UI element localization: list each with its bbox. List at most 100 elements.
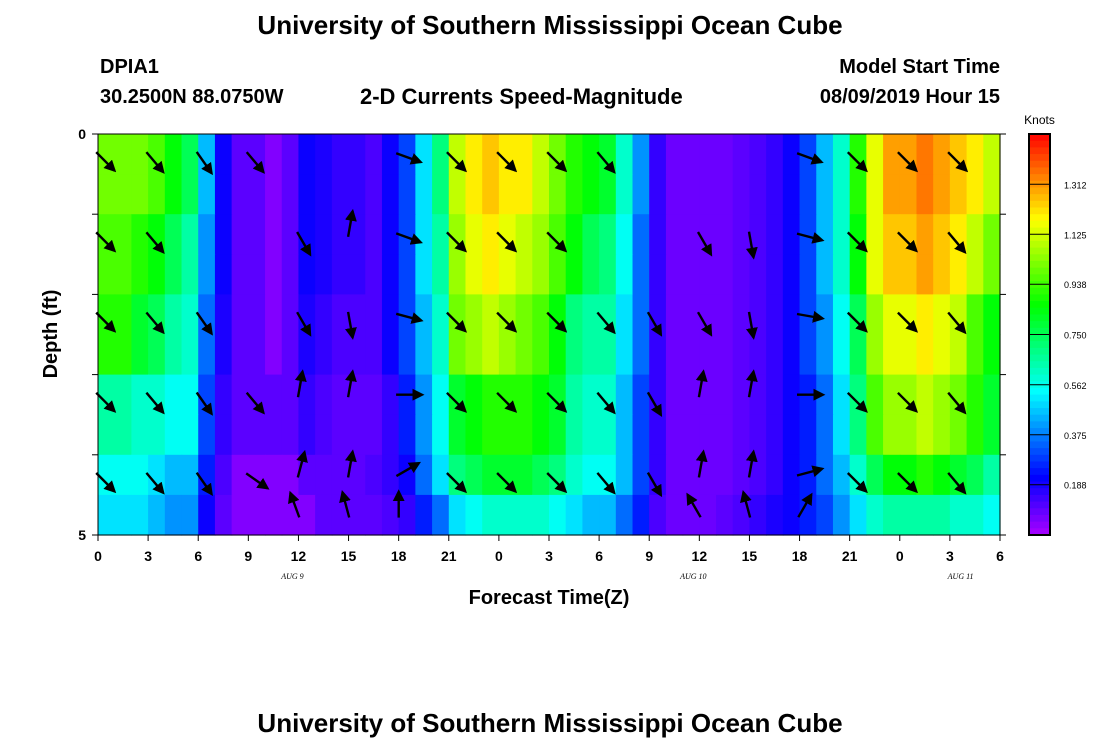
heatmap-cell xyxy=(933,134,951,175)
heatmap-cell xyxy=(231,174,249,215)
heatmap-cell xyxy=(866,134,884,175)
heatmap-cell xyxy=(415,414,433,456)
colorbar-segment xyxy=(1029,194,1050,202)
current-arrow xyxy=(245,472,270,490)
colorbar-segment xyxy=(1029,247,1050,255)
heatmap-cell xyxy=(198,374,216,416)
heatmap-cell xyxy=(983,454,1001,496)
heatmap-cell xyxy=(348,374,366,416)
heatmap-cell xyxy=(699,134,717,175)
colorbar-segment xyxy=(1029,140,1050,148)
heatmap-cell xyxy=(883,414,901,456)
colorbar-segment xyxy=(1029,207,1050,215)
heatmap-cell xyxy=(749,334,767,376)
heatmap-cell xyxy=(682,454,700,496)
heatmap-cell xyxy=(799,454,817,496)
current-arrow xyxy=(546,472,568,494)
heatmap-cell xyxy=(582,414,600,456)
current-arrow xyxy=(596,151,616,174)
heatmap-cell xyxy=(365,334,383,376)
heatmap-cell xyxy=(432,454,450,496)
heatmap-cell xyxy=(732,334,751,376)
heatmap-cell xyxy=(331,214,350,255)
heatmap-cell xyxy=(164,254,183,295)
colorbar-tick-label: 1.125 xyxy=(1064,230,1087,240)
model-start-value: 08/09/2019 Hour 15 xyxy=(819,86,1000,108)
heatmap-cell xyxy=(465,134,483,175)
current-arrow xyxy=(846,472,868,494)
heatmap-cell xyxy=(632,174,650,215)
current-arrow xyxy=(496,472,518,494)
heatmap-cell xyxy=(298,494,316,536)
heatmap-cell xyxy=(632,214,650,255)
heatmap-cell xyxy=(298,134,316,175)
heatmap-cell xyxy=(832,254,851,295)
heatmap-cell xyxy=(98,334,116,376)
current-arrow xyxy=(897,472,918,494)
current-arrow xyxy=(947,231,967,255)
heatmap-cell xyxy=(615,294,634,336)
heatmap-cell xyxy=(365,414,383,456)
heatmap-cell xyxy=(114,414,132,456)
heatmap-cell xyxy=(916,334,934,376)
heatmap-cell xyxy=(281,334,300,376)
x-tick-label: 3 xyxy=(545,548,553,564)
heatmap-cell xyxy=(632,254,650,295)
chart-subtitle: 2-D Currents Speed-Magnitude xyxy=(360,84,683,109)
current-arrow xyxy=(145,472,165,495)
heatmap-cell xyxy=(983,254,1001,295)
heatmap-cell xyxy=(565,454,583,496)
current-arrow xyxy=(596,391,616,415)
heatmap-cell xyxy=(465,494,483,536)
heatmap-cell xyxy=(615,414,634,456)
heatmap-cell xyxy=(315,454,333,496)
heatmap-cell xyxy=(365,174,383,215)
colorbar-segment xyxy=(1029,240,1050,249)
current-arrow xyxy=(897,311,918,333)
heatmap-cell xyxy=(98,174,116,215)
heatmap-cell xyxy=(248,334,266,376)
heatmap-cell xyxy=(281,174,300,215)
heatmap-cell xyxy=(465,174,483,215)
heatmap-cell xyxy=(281,214,300,255)
heatmap-cell xyxy=(231,254,249,295)
heatmap-cell xyxy=(164,214,183,255)
current-arrow xyxy=(195,472,213,496)
heatmap-cell xyxy=(682,334,700,376)
heatmap-cell xyxy=(665,294,684,336)
heatmap-cell xyxy=(432,214,450,255)
heatmap-cell xyxy=(565,414,583,456)
heatmap-cell xyxy=(933,414,951,456)
heatmap-cell xyxy=(749,494,767,536)
heatmap-cell xyxy=(883,134,901,175)
heatmap-cell xyxy=(983,174,1001,215)
heatmap-cell xyxy=(348,134,366,175)
heatmap-cell xyxy=(298,454,316,496)
current-arrow xyxy=(496,151,518,173)
heatmap-cell xyxy=(949,174,968,215)
heatmap-cell xyxy=(248,494,266,536)
heatmap-cell xyxy=(148,294,166,336)
heatmap-cell xyxy=(866,374,884,416)
heatmap-cell xyxy=(732,294,751,336)
heatmap-cell xyxy=(816,414,834,456)
heatmap-cell xyxy=(365,454,383,496)
heatmap-cell xyxy=(214,374,233,416)
heatmap-cell xyxy=(532,414,550,456)
colorbar-tick-label: 0.750 xyxy=(1064,331,1087,341)
colorbar-segment xyxy=(1029,367,1050,376)
current-arrow xyxy=(195,151,213,176)
heatmap-cell xyxy=(883,454,901,496)
current-arrow xyxy=(446,311,467,333)
current-arrow xyxy=(695,369,708,398)
heatmap-cell xyxy=(265,294,283,336)
current-arrow xyxy=(245,391,265,415)
heatmap-cell xyxy=(949,334,968,376)
heatmap-cell xyxy=(816,294,834,336)
heatmap-cell xyxy=(832,494,851,536)
current-arrow xyxy=(345,208,357,238)
heatmap-cell xyxy=(181,214,199,255)
heatmap-cell xyxy=(348,214,366,255)
heatmap-cell xyxy=(682,134,700,175)
colorbar-segment xyxy=(1029,307,1050,316)
